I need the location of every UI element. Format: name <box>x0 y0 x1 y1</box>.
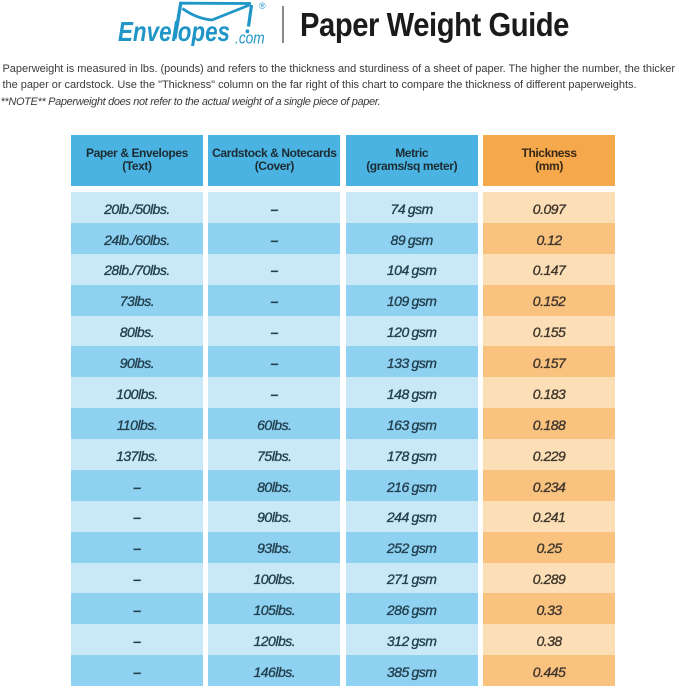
svg-text:.com: .com <box>235 29 265 46</box>
svg-text:®: ® <box>259 1 266 11</box>
svg-text:Envelopes: Envelopes <box>118 17 230 46</box>
